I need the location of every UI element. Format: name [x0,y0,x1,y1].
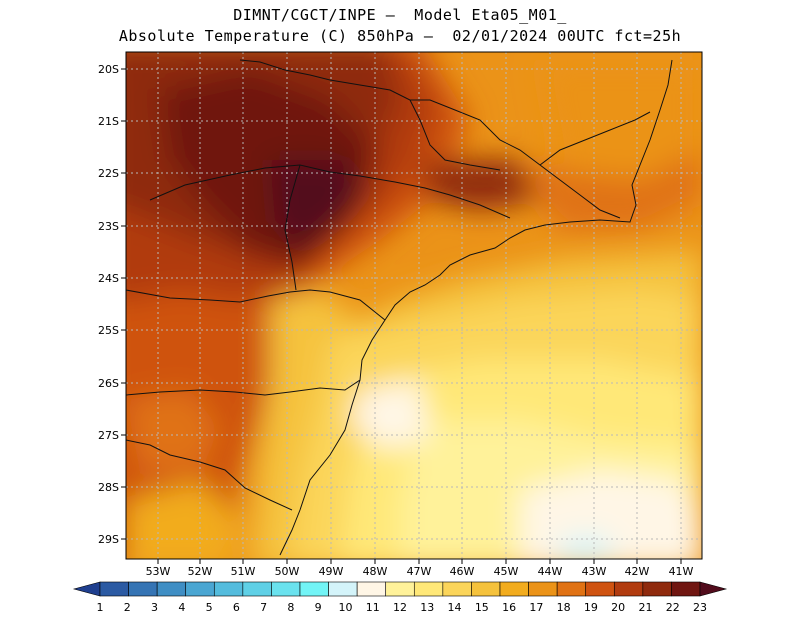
temperature-field [126,52,702,559]
colorbar-label: 4 [178,601,185,614]
lat-label: 25S [98,324,119,337]
lon-label: 49W [319,565,344,578]
colorbar-label: 12 [393,601,407,614]
colorbar-segment [642,581,672,597]
lat-label: 29S [98,533,119,546]
map-frame [125,51,703,560]
lat-label: 23S [98,220,119,233]
colorbar-label: 5 [206,601,213,614]
lon-label: 53W [146,565,171,578]
colorbar-segment [556,581,587,597]
colorbar-label: 23 [693,601,707,614]
colorbar-label: 21 [638,601,652,614]
colorbar-label: 10 [338,601,352,614]
colorbar-segment [185,581,215,597]
lat-label: 27S [98,429,119,442]
lat-label: 26S [98,377,119,390]
colorbar-segment [413,581,444,597]
colorbar-label: 9 [315,601,322,614]
lon-label: 52W [188,565,213,578]
colorbar-segment [356,581,387,597]
colorbar-label: 17 [529,601,543,614]
lat-label: 20S [98,63,119,76]
lon-label: 45W [494,565,519,578]
lat-label: 21S [98,115,119,128]
lon-label: 42W [625,565,650,578]
colorbar-segment [442,581,472,597]
colorbar-segment [671,581,701,597]
colorbar-label: 2 [124,601,131,614]
colorbar-segment [242,581,272,597]
colorbar-segment [499,581,529,597]
lon-label: 48W [363,565,388,578]
lon-label: 51W [231,565,256,578]
colorbar-label: 20 [611,601,625,614]
lat-label: 28S [98,481,119,494]
colorbar-arrow-left [72,581,101,597]
lon-label: 47W [407,565,432,578]
chart-title-line-1: DIMNT/CGCT/INPE — Model Eta05_M01_ [233,6,567,24]
colorbar-label: 13 [420,601,434,614]
colorbar-label: 7 [260,601,267,614]
lat-label: 22S [98,167,119,180]
map-grid [126,52,702,559]
colorbar-label: 18 [557,601,571,614]
lon-label: 43W [582,565,607,578]
colorbar-segment [385,581,415,597]
colorbar-segment [585,581,615,597]
colorbar-segment [213,581,244,597]
colorbar [72,581,728,597]
lon-label: 50W [275,565,300,578]
lat-label: 24S [98,272,119,285]
colorbar-label: 14 [448,601,462,614]
coastline-borders [126,59,673,556]
colorbar-segment [528,581,558,597]
colorbar-label: 15 [475,601,489,614]
colorbar-label: 8 [287,601,294,614]
lon-label: 41W [669,565,694,578]
colorbar-label: 11 [366,601,380,614]
lon-label: 46W [450,565,475,578]
colorbar-segment [471,581,501,597]
colorbar-arrow-right [699,581,728,597]
colorbar-label: 3 [151,601,158,614]
colorbar-label: 22 [666,601,680,614]
colorbar-label: 6 [233,601,240,614]
colorbar-label: 1 [97,601,104,614]
colorbar-segment [156,581,187,597]
colorbar-label: 19 [584,601,598,614]
colorbar-segment [299,581,329,597]
colorbar-segment [128,581,158,597]
colorbar-segment [99,581,129,597]
colorbar-segment [328,581,358,597]
colorbar-segment [613,581,644,597]
lon-label: 44W [538,565,563,578]
colorbar-segment [271,581,301,597]
chart-title-line-2: Absolute Temperature (C) 850hPa — 02/01/… [118,27,682,45]
colorbar-label: 16 [502,601,516,614]
